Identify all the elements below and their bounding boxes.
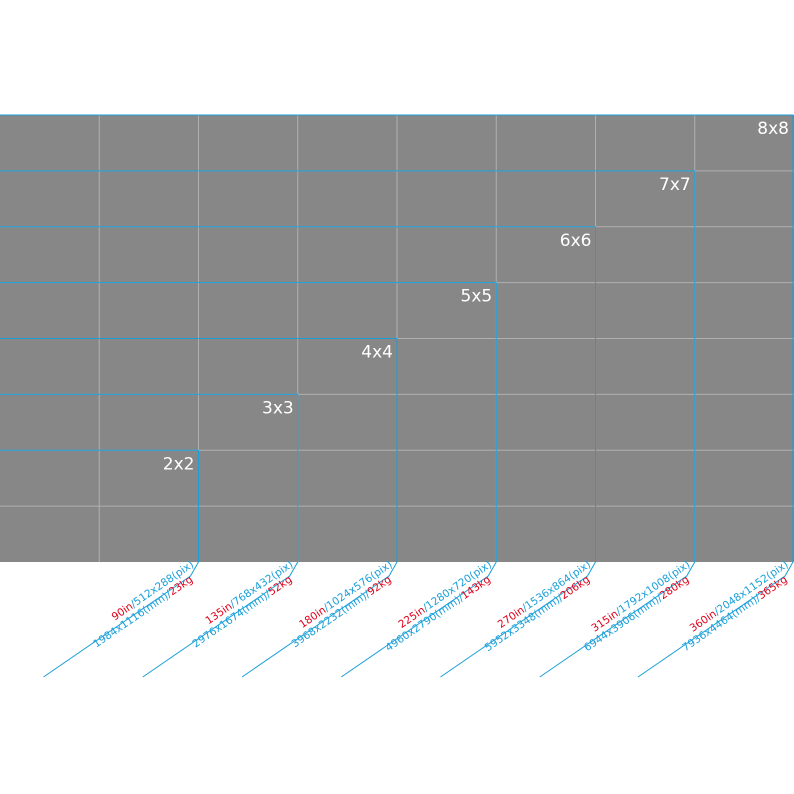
spec-line: 225in/1280x720(pix) bbox=[396, 559, 494, 631]
spec-line: 180in/1024x576(pix) bbox=[297, 559, 395, 631]
spec-line: 2976x1674(mm)/52kg bbox=[190, 574, 294, 651]
region-label: 7x7 bbox=[659, 175, 691, 195]
region-outline bbox=[0, 226, 596, 678]
spec-line: 3968x2232(mm)/92kg bbox=[290, 574, 394, 651]
region-label: 6x6 bbox=[560, 231, 592, 251]
region-label: 4x4 bbox=[361, 343, 393, 363]
spec-line: 6944x3906(mm)/280kg bbox=[582, 574, 692, 654]
spec-line: 5952x3348(mm)/206kg bbox=[483, 574, 593, 654]
region-outline bbox=[0, 393, 299, 678]
region-outline bbox=[0, 282, 497, 678]
spec-line: 270in/1536x864(pix) bbox=[496, 559, 594, 631]
region-outline bbox=[0, 338, 398, 678]
spec-line: 360in/2048x1152(pix) bbox=[688, 559, 791, 635]
spec-line: 7936x4464(mm)/365kg bbox=[680, 574, 790, 654]
region-outline bbox=[0, 114, 794, 678]
region-outline bbox=[0, 449, 199, 678]
region-label: 5x5 bbox=[461, 287, 493, 307]
region-label: 8x8 bbox=[757, 119, 789, 139]
region-outline bbox=[0, 170, 696, 678]
spec-line: 135in/768x432(pix) bbox=[203, 559, 295, 627]
spec-line: 4960x2790(mm)/143kg bbox=[383, 574, 493, 654]
region-label: 2x2 bbox=[163, 454, 195, 474]
spec-line: 1984x1116(mm)/23kg bbox=[91, 574, 195, 651]
region-label: 3x3 bbox=[262, 398, 294, 418]
spec-line: 315in/1792x1008(pix) bbox=[589, 559, 692, 635]
